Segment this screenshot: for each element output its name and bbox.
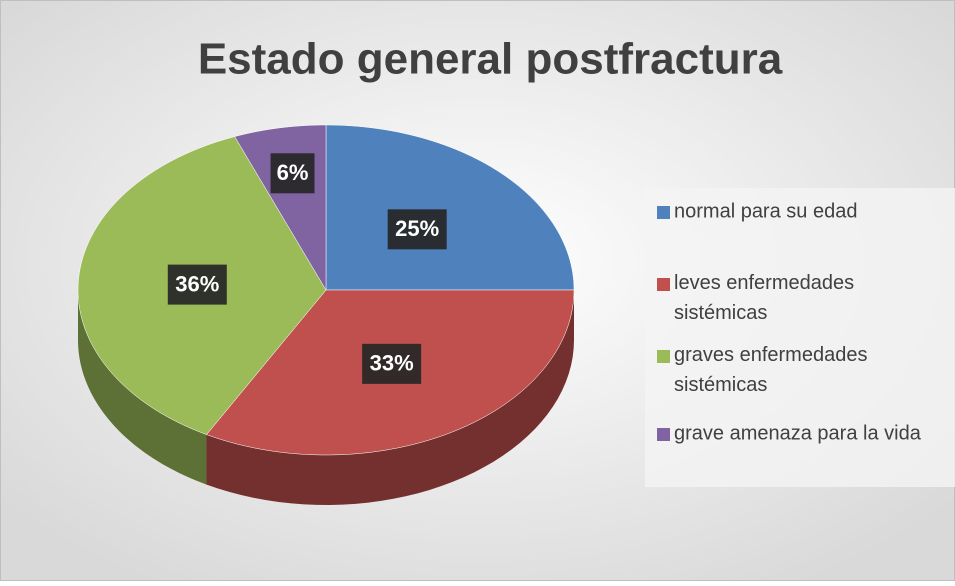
legend-label-line: graves enfermedades xyxy=(674,344,867,366)
legend-label: grave amenaza para la vida xyxy=(674,422,922,444)
legend-label-line: sistémicas xyxy=(674,374,767,396)
legend-label-line: sistémicas xyxy=(674,302,767,324)
data-label-box xyxy=(362,343,422,384)
data-label: 36% xyxy=(175,271,219,296)
data-label-box xyxy=(387,209,447,250)
chart-title: Estado general postfractura xyxy=(198,35,783,84)
legend-marker xyxy=(657,206,670,219)
data-label-box xyxy=(270,153,315,194)
pie-slice-side xyxy=(206,290,574,505)
pie-slice-side xyxy=(78,290,207,485)
legend-label: normal para su edad xyxy=(674,200,857,222)
legend-marker xyxy=(657,428,670,441)
data-label: 33% xyxy=(370,351,414,376)
data-label: 25% xyxy=(395,216,439,241)
legend-marker xyxy=(657,350,670,363)
data-label-box xyxy=(167,264,227,305)
legend-label: leves enfermedades sistémicas xyxy=(674,272,854,324)
data-label: 6% xyxy=(277,160,309,185)
legend-marker xyxy=(657,278,670,291)
legend-label-line: leves enfermedades xyxy=(674,272,854,294)
legend-label: graves enfermedades sistémicas xyxy=(674,344,867,396)
legend-box xyxy=(645,188,955,487)
